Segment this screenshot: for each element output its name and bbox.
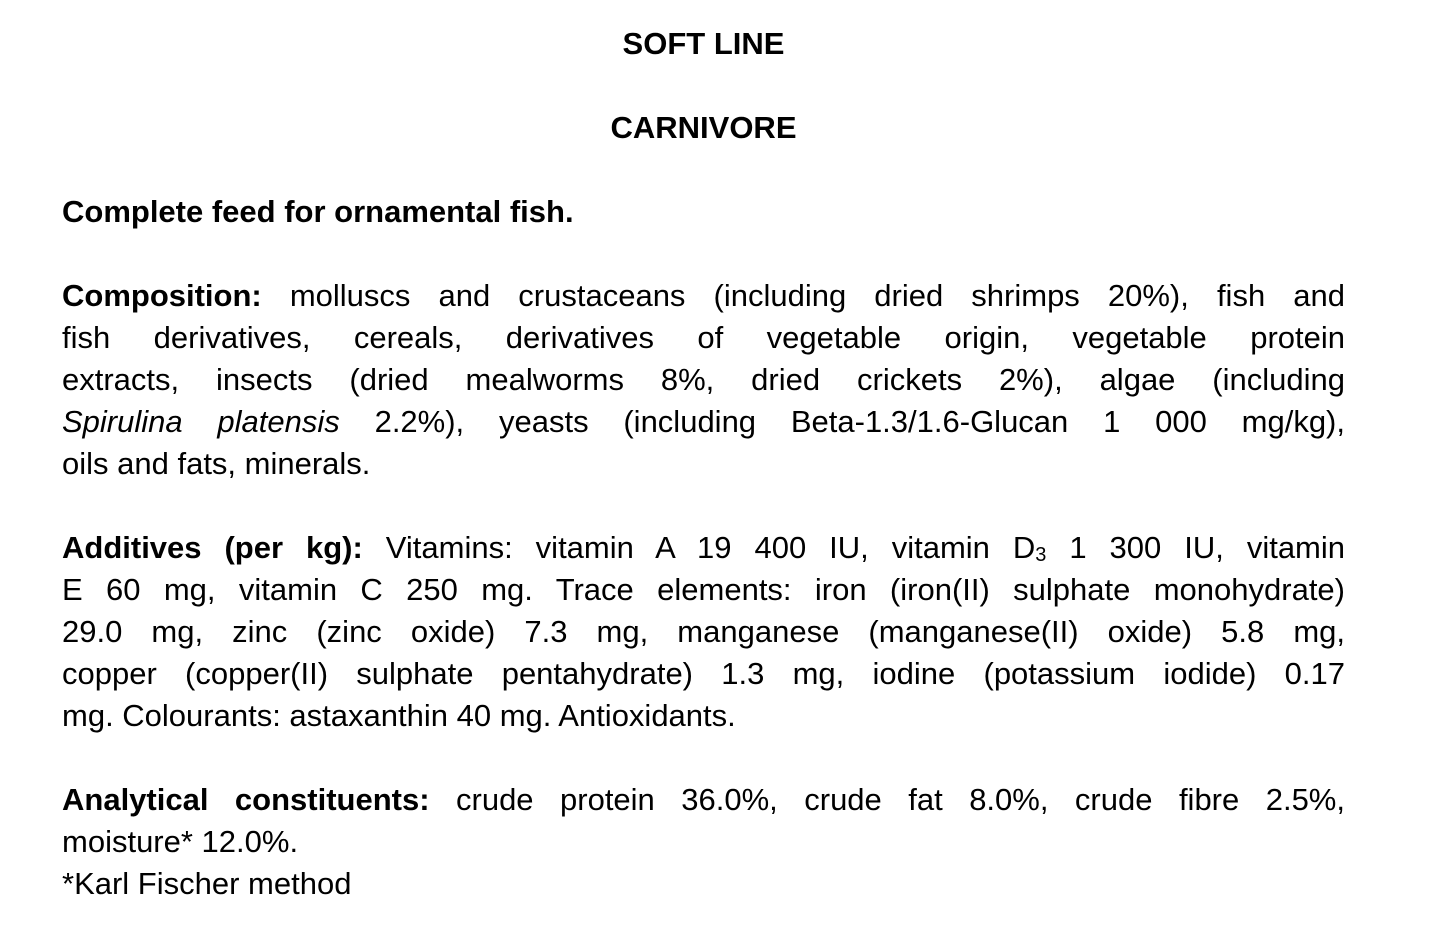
- composition-paragraph: Composition: molluscs and crustaceans (i…: [62, 275, 1345, 485]
- text-segment: extracts, insects (dried mealworms 8%, d…: [62, 362, 1345, 397]
- text-line: 29.0 mg, zinc (zinc oxide) 7.3 mg, manga…: [62, 611, 1345, 653]
- text-line: Additives (per kg): Vitamins: vitamin A …: [62, 527, 1345, 569]
- text-segment: 2.2%), yeasts (including Beta-1.3/1.6-Gl…: [339, 404, 1345, 439]
- text-line: E 60 mg, vitamin C 250 mg. Trace element…: [62, 569, 1345, 611]
- document-page: SOFT LINE CARNIVORE Complete feed for or…: [62, 23, 1345, 905]
- document-title: SOFT LINE: [622, 26, 785, 61]
- text-segment: mg. Colourants: astaxanthin 40 mg. Antio…: [62, 698, 736, 733]
- text-segment: moisture* 12.0%.: [62, 824, 299, 859]
- text-segment: 1 300 IU, vitamin: [1046, 530, 1346, 565]
- text-line: Analytical constituents: crude protein 3…: [62, 779, 1345, 821]
- text-segment: oils and fats, minerals.: [62, 446, 371, 481]
- text-line: mg. Colourants: astaxanthin 40 mg. Antio…: [62, 695, 1345, 737]
- text-segment: E 60 mg, vitamin C 250 mg. Trace element…: [62, 572, 1345, 607]
- text-segment: molluscs and crustaceans (including drie…: [261, 278, 1345, 313]
- section-label: Composition:: [62, 278, 262, 313]
- footnote: *Karl Fischer method: [62, 866, 352, 901]
- intro-text: Complete feed for ornamental fish.: [62, 194, 574, 229]
- text-line: oils and fats, minerals.: [62, 443, 1345, 485]
- text-segment: 29.0 mg, zinc (zinc oxide) 7.3 mg, manga…: [62, 614, 1345, 649]
- text-line: extracts, insects (dried mealworms 8%, d…: [62, 359, 1345, 401]
- additives-paragraph: Additives (per kg): Vitamins: vitamin A …: [62, 527, 1345, 737]
- text-line: moisture* 12.0%.: [62, 821, 1345, 863]
- text-segment: Spirulina platensis: [62, 404, 340, 439]
- text-segment: fish derivatives, cereals, derivatives o…: [62, 320, 1345, 355]
- text-segment: crude protein 36.0%, crude fat 8.0%, cru…: [429, 782, 1345, 817]
- text-segment: Vitamins: vitamin A 19 400 IU, vitamin D: [362, 530, 1036, 565]
- text-segment: 3: [1035, 544, 1047, 566]
- text-line: Spirulina platensis 2.2%), yeasts (inclu…: [62, 401, 1345, 443]
- text-line: Composition: molluscs and crustaceans (i…: [62, 275, 1345, 317]
- document-subtitle: CARNIVORE: [610, 110, 797, 145]
- text-line: fish derivatives, cereals, derivatives o…: [62, 317, 1345, 359]
- section-label: Additives (per kg):: [62, 530, 363, 565]
- section-label: Analytical constituents:: [62, 782, 430, 817]
- text-line: copper (copper(II) sulphate pentahydrate…: [62, 653, 1345, 695]
- analytical-constituents-paragraph: Analytical constituents: crude protein 3…: [62, 779, 1345, 905]
- text-segment: copper (copper(II) sulphate pentahydrate…: [62, 656, 1345, 691]
